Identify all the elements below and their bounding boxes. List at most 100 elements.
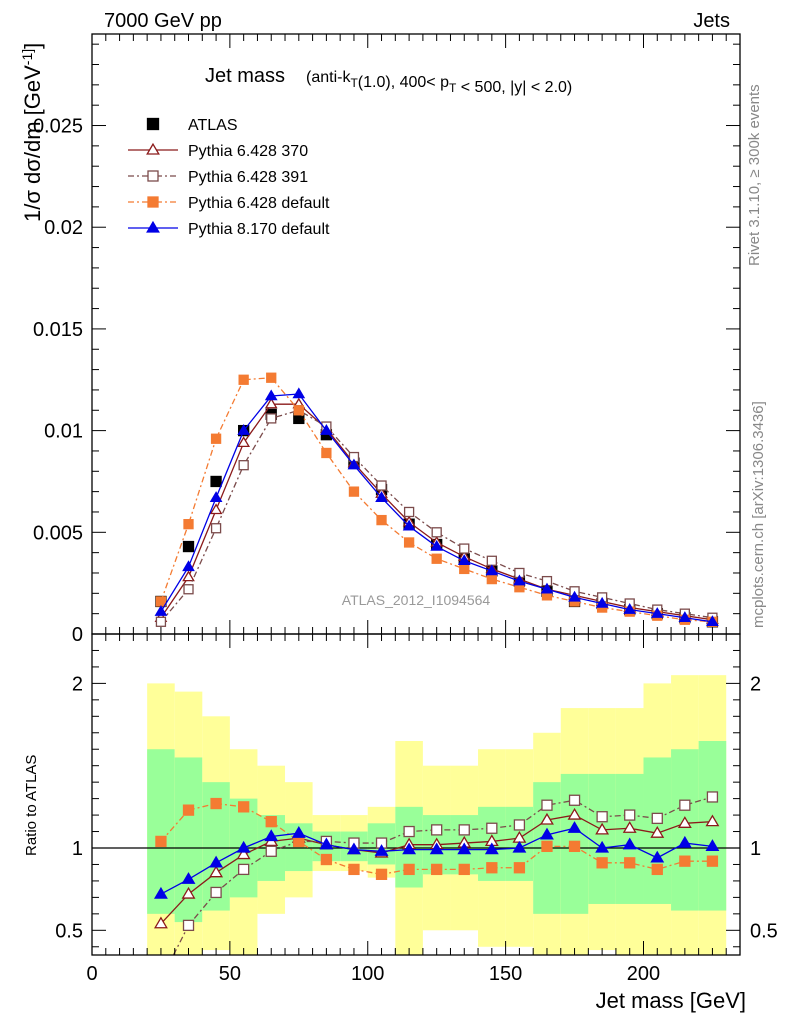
ratio-point	[181, 886, 196, 899]
ratio-point	[374, 844, 389, 856]
ratio-point	[568, 794, 581, 806]
series-point	[238, 460, 249, 471]
rivet-label: Rivet 3.1.10, ≥ 300k events	[746, 84, 763, 266]
series-point	[266, 372, 277, 383]
band-inner	[588, 773, 616, 904]
series-point	[540, 582, 554, 594]
ratio-point	[210, 886, 222, 899]
ratio-point	[402, 842, 417, 855]
y-tick-label: 0.02	[44, 217, 83, 239]
ratio-point	[513, 819, 526, 831]
ratio-point	[706, 855, 719, 867]
ratio-point	[705, 839, 720, 851]
ratio-point	[679, 799, 691, 811]
series-point	[486, 555, 497, 566]
ratio-point	[348, 863, 360, 876]
ratio-point	[624, 857, 636, 869]
ratio-point	[568, 840, 581, 853]
ratio-point	[596, 811, 608, 823]
series-point	[237, 424, 251, 435]
ratio-y-tick-label: 1	[72, 838, 83, 860]
series-point	[375, 491, 388, 502]
ratio-point	[238, 863, 250, 876]
series-point	[292, 387, 306, 399]
series-point	[403, 537, 415, 548]
ratio-frame	[91, 633, 741, 956]
series-point	[155, 616, 167, 627]
data-point	[182, 540, 195, 553]
ratio-point	[650, 826, 665, 838]
ratio-point	[513, 862, 526, 874]
ratio-point	[431, 824, 443, 836]
ratio-point	[291, 826, 306, 838]
legend-marker	[146, 117, 160, 131]
legend-label: Pythia 6.428 default	[188, 195, 330, 212]
ratio-point	[567, 821, 582, 833]
y-tick-label: 0.005	[33, 522, 83, 544]
series-point	[459, 543, 470, 554]
series-point	[320, 424, 333, 435]
chart-title-detail: (anti-kT(1.0), 400< pT < 500, |y| < 2.0)	[306, 69, 572, 96]
ratio-point	[319, 837, 334, 850]
legend-marker	[146, 142, 160, 155]
ratio-point	[431, 863, 443, 876]
series-point	[650, 607, 664, 618]
ratio-point	[375, 868, 388, 880]
y-tick-label: 0.025	[33, 116, 83, 138]
ratio-point	[403, 863, 415, 876]
ratio-point	[622, 821, 637, 833]
series-point	[209, 503, 223, 515]
main-plot-area: ATLAS_2012_I1094564	[154, 372, 719, 628]
x-tick-label: 50	[219, 963, 241, 985]
series-point	[486, 573, 497, 585]
series-point	[264, 397, 278, 409]
legend-label: Pythia 6.428 370	[188, 143, 308, 160]
ratio-point	[595, 822, 610, 835]
ratio-point	[541, 799, 553, 811]
ratio-point	[181, 872, 196, 884]
ratio-point	[210, 797, 222, 810]
series-point	[568, 590, 581, 602]
ratio-point	[541, 840, 553, 853]
series-point	[595, 596, 609, 608]
ratio-point	[512, 840, 527, 853]
ratio-point	[622, 837, 637, 850]
ratio-point	[182, 919, 195, 932]
ratio-plot-area	[92, 675, 740, 955]
ratio-point	[155, 835, 167, 848]
legend-label: ATLAS	[188, 117, 238, 134]
ratio-point	[265, 845, 277, 857]
ratio-point	[706, 791, 719, 803]
series-point	[348, 486, 360, 497]
series-point	[431, 527, 442, 538]
series-point	[321, 447, 332, 459]
ratio-point	[677, 816, 692, 828]
ratio-point	[154, 886, 168, 899]
ratio-y-tick-label-right: 2	[750, 673, 761, 695]
ratio-y-tick-label: 0.5	[55, 920, 83, 942]
ratio-point	[403, 825, 415, 838]
ratio-point	[651, 812, 663, 825]
ratio-point	[320, 853, 333, 866]
ratio-point	[595, 840, 610, 853]
ratio-point	[182, 804, 195, 816]
mcplots-label: mcplots.cern.ch [arXiv:1306.3436]	[750, 401, 767, 628]
ratio-point	[236, 840, 251, 853]
series-point	[706, 615, 719, 627]
ratio-point	[679, 855, 691, 867]
ratio-point	[236, 847, 251, 860]
series-point	[155, 596, 167, 607]
ratio-series-line	[172, 796, 713, 955]
band-inner	[671, 749, 699, 911]
series-point	[264, 389, 278, 401]
legend-marker	[147, 196, 159, 208]
ratio-y-tick-label-right: 1	[750, 838, 761, 860]
ratio-point	[347, 842, 361, 855]
ratio-point	[540, 812, 554, 825]
ratio-point	[209, 865, 224, 878]
series-point	[623, 603, 637, 614]
series-point	[210, 433, 222, 444]
series-point	[485, 564, 499, 576]
ratio-point	[624, 809, 636, 821]
series-point	[209, 491, 223, 502]
